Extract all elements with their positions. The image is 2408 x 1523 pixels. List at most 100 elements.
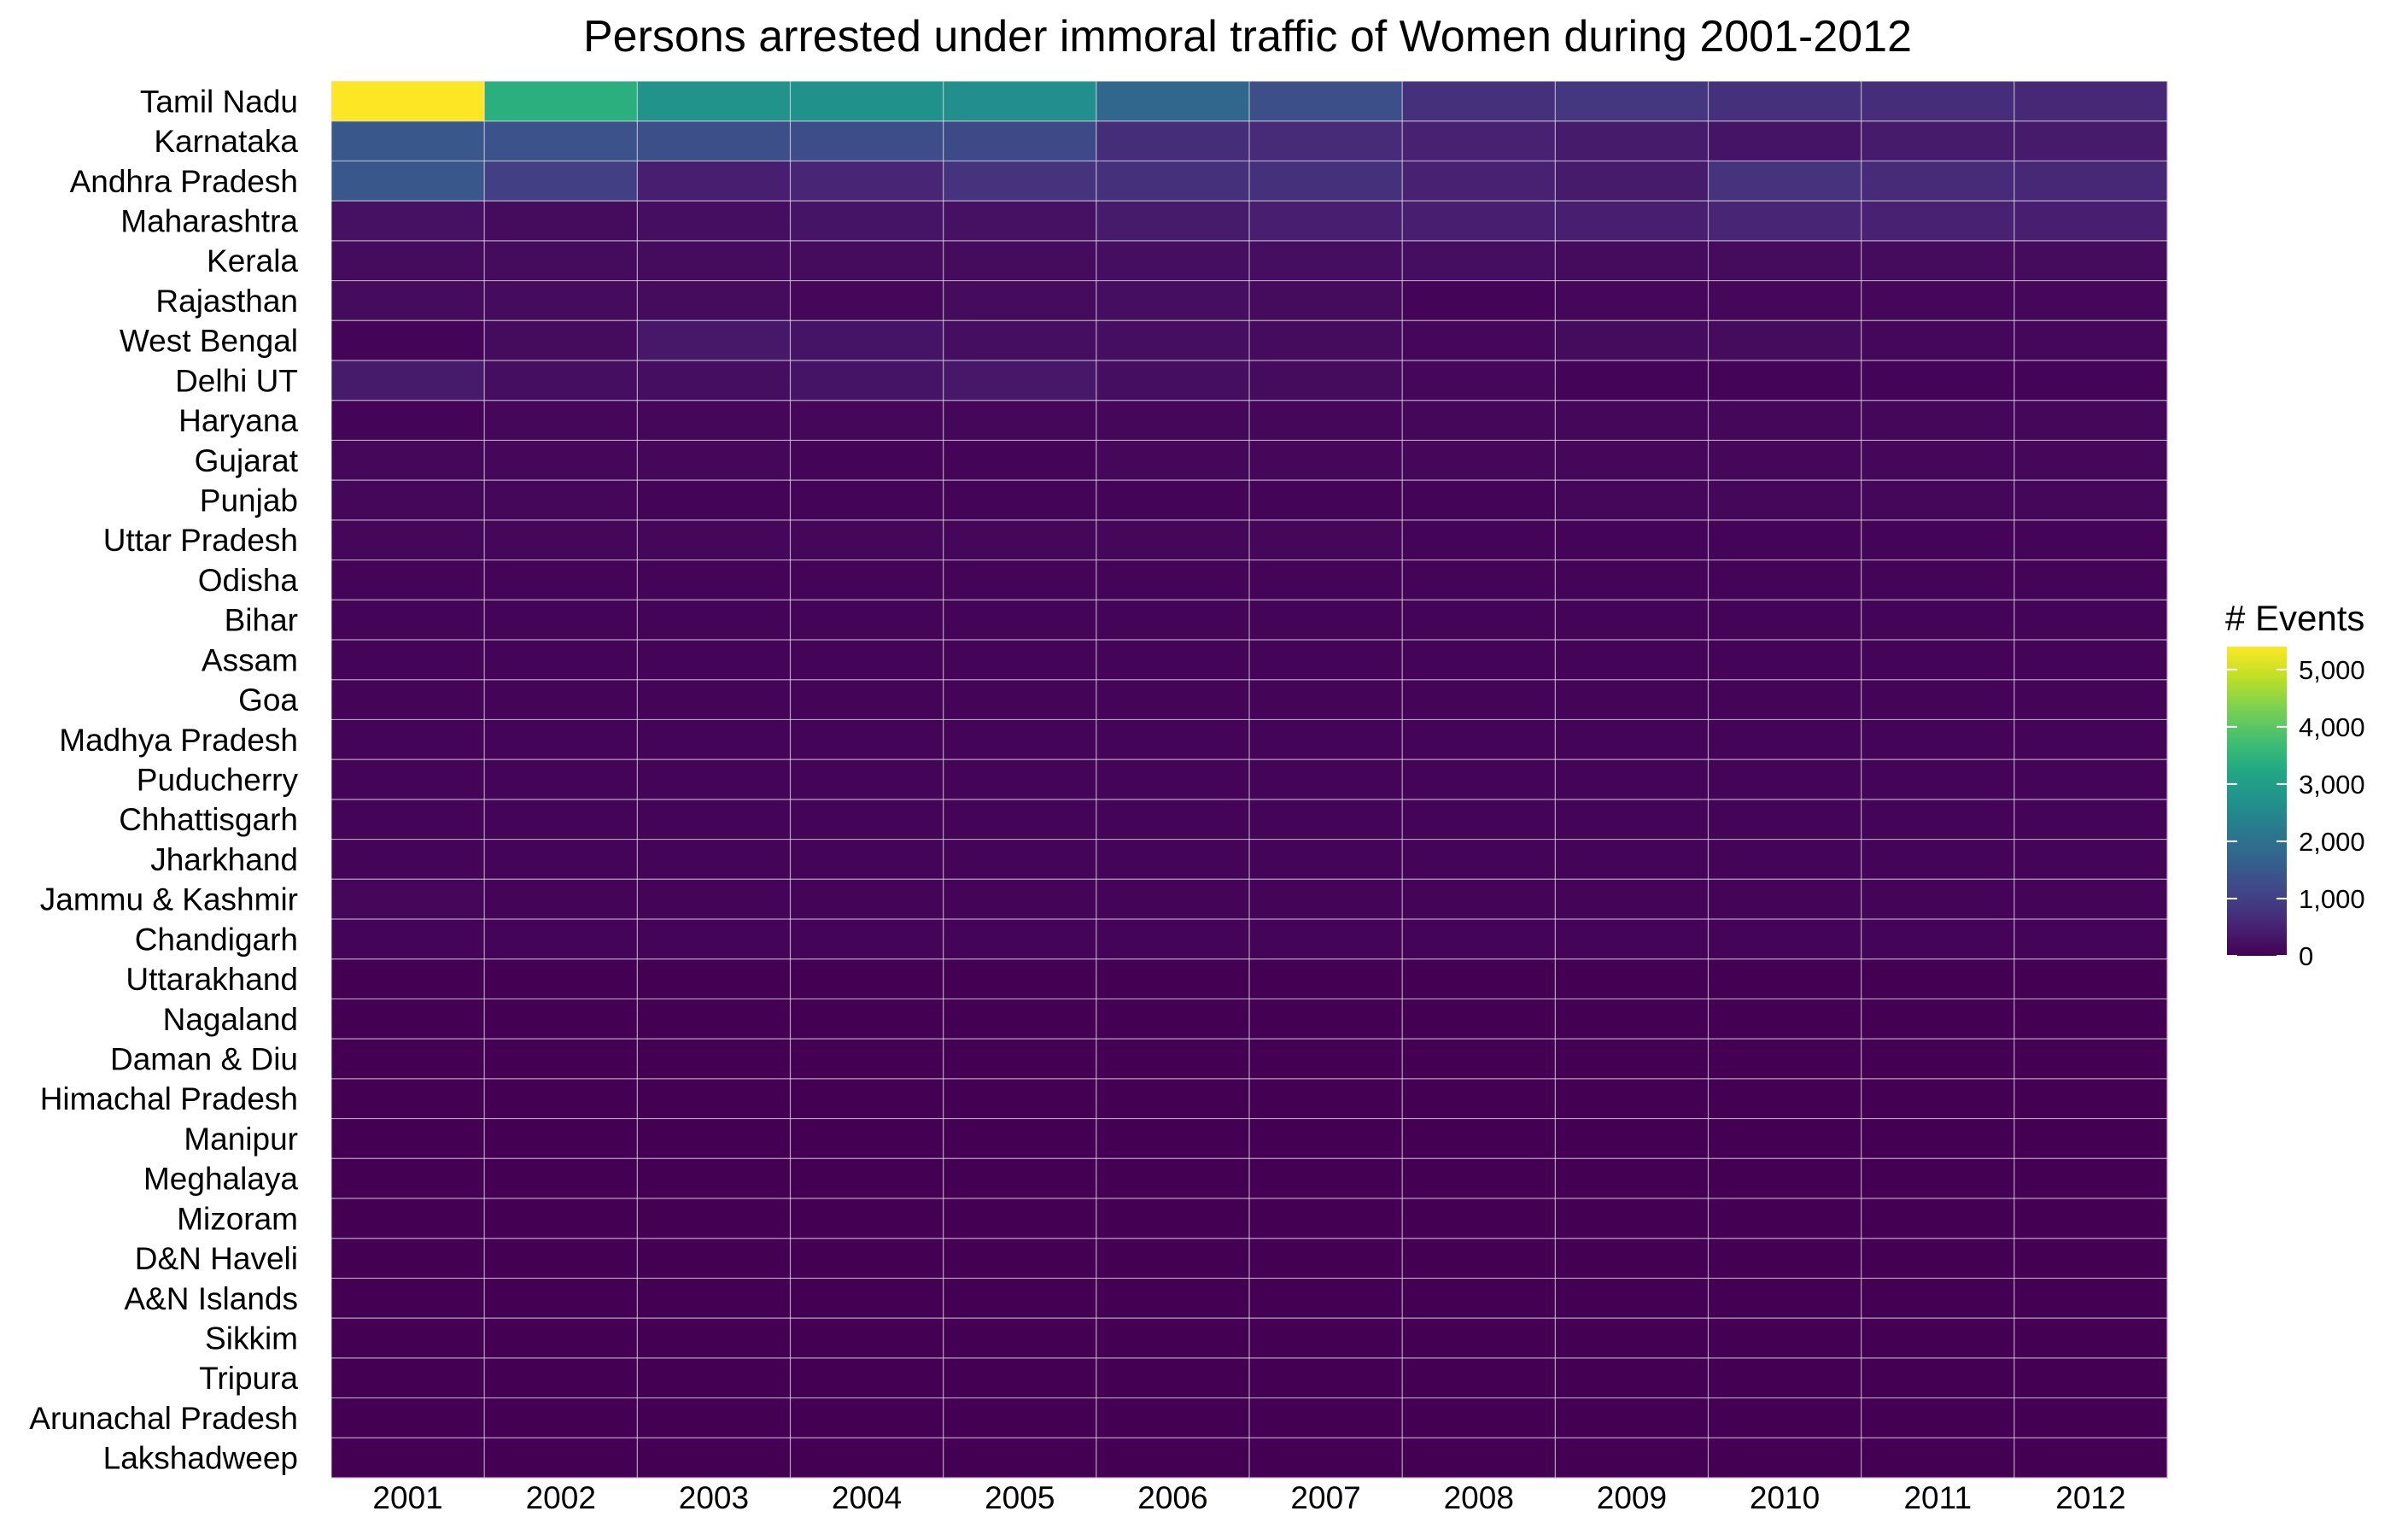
heatmap-cell	[1861, 1357, 2015, 1399]
heatmap-cell	[943, 519, 1097, 561]
heatmap-cell	[1249, 280, 1403, 321]
heatmap-cell	[637, 480, 791, 521]
heatmap-cell	[637, 958, 791, 999]
heatmap-cell	[790, 879, 944, 920]
heatmap-cell	[2013, 480, 2168, 521]
heatmap-cell	[1708, 879, 1862, 920]
heatmap-cell	[790, 759, 944, 800]
heatmap-cell	[1096, 999, 1250, 1040]
heatmap-cell	[484, 161, 638, 202]
heatmap-cell	[1096, 759, 1250, 800]
heatmap-cell	[1708, 839, 1862, 880]
heatmap-cell	[943, 280, 1097, 321]
heatmap-cell	[790, 839, 944, 880]
heatmap-cell	[790, 161, 944, 202]
heatmap-cell	[790, 999, 944, 1040]
y-tick-label: Uttar Pradesh	[103, 523, 298, 558]
heatmap-cell	[2013, 799, 2168, 841]
heatmap-cell	[331, 320, 485, 361]
heatmap-cell	[790, 1438, 944, 1479]
heatmap-cell	[484, 1238, 638, 1279]
heatmap-cell	[1861, 919, 2015, 960]
heatmap-cell	[943, 799, 1097, 841]
x-tick-label: 2003	[679, 1480, 749, 1515]
heatmap-cell	[484, 1318, 638, 1359]
heatmap-cell	[331, 1318, 485, 1359]
heatmap-cell	[637, 600, 791, 641]
heatmap-cell	[1096, 879, 1250, 920]
heatmap-cell	[1249, 958, 1403, 999]
heatmap-cell	[484, 839, 638, 880]
y-tick-label: Andhra Pradesh	[70, 164, 298, 199]
heatmap-cell	[790, 360, 944, 401]
heatmap-cell	[1555, 799, 1709, 841]
y-tick-label: Jammu & Kashmir	[40, 882, 298, 917]
heatmap-cell	[331, 201, 485, 242]
x-tick-label: 2002	[526, 1480, 596, 1515]
heatmap-cell	[790, 1238, 944, 1279]
heatmap-cell	[1555, 559, 1709, 600]
heatmap-cell	[637, 1357, 791, 1399]
heatmap-cell	[331, 120, 485, 161]
heatmap-cell	[790, 81, 944, 122]
heatmap-cell	[1249, 640, 1403, 681]
heatmap-cell	[484, 480, 638, 521]
heatmap-cell	[331, 1438, 485, 1479]
heatmap-cell	[1096, 839, 1250, 880]
heatmap-cell	[943, 360, 1097, 401]
x-tick-label: 2005	[985, 1480, 1055, 1515]
heatmap-cell	[484, 1357, 638, 1399]
heatmap-cell	[637, 879, 791, 920]
heatmap-cell	[2013, 519, 2168, 561]
heatmap-cell	[790, 320, 944, 361]
heatmap-cell	[484, 600, 638, 641]
heatmap-cell	[790, 559, 944, 600]
heatmap-cell	[1402, 240, 1556, 282]
heatmap-cell	[2013, 161, 2168, 202]
heatmap-cell	[943, 1357, 1097, 1399]
heatmap-cell	[1402, 161, 1556, 202]
x-tick-label: 2011	[1903, 1480, 1972, 1515]
heatmap-cell	[943, 679, 1097, 720]
heatmap-cell	[637, 320, 791, 361]
heatmap-cell	[1861, 360, 2015, 401]
heatmap-cell	[1096, 519, 1250, 561]
y-tick-label: Himachal Pradesh	[40, 1081, 298, 1116]
heatmap-cell	[790, 640, 944, 681]
heatmap-cell	[1096, 480, 1250, 521]
y-tick-label: Tamil Nadu	[140, 84, 298, 119]
x-tick-label: 2006	[1137, 1480, 1207, 1515]
heatmap-cell	[1708, 400, 1862, 441]
heatmap-cell	[943, 1238, 1097, 1279]
heatmap-cell	[1555, 201, 1709, 242]
heatmap-cell	[1555, 519, 1709, 561]
heatmap-cell	[1708, 919, 1862, 960]
heatmap-cell	[331, 161, 485, 202]
heatmap-cell	[637, 1198, 791, 1239]
heatmap-cell	[331, 679, 485, 720]
heatmap-cell	[484, 759, 638, 800]
x-tick-label: 2010	[1750, 1480, 1820, 1515]
heatmap-cell	[1861, 1238, 2015, 1279]
heatmap-cell	[943, 1278, 1097, 1319]
heatmap-cell	[1249, 919, 1403, 960]
heatmap-cell	[1861, 240, 2015, 282]
x-tick-label: 2001	[372, 1480, 442, 1515]
heatmap-cell	[1096, 1238, 1250, 1279]
heatmap-cell	[2013, 1357, 2168, 1399]
heatmap-cell	[2013, 640, 2168, 681]
heatmap-cell	[1096, 1078, 1250, 1120]
heatmap-cell	[1555, 1438, 1709, 1479]
heatmap-cell	[1861, 759, 2015, 800]
heatmap-cell	[637, 1078, 791, 1120]
heatmap-cell	[1096, 1318, 1250, 1359]
heatmap-cell	[1555, 1078, 1709, 1120]
y-tick-label: Daman & Diu	[110, 1042, 298, 1077]
heatmap-cell	[1402, 280, 1556, 321]
heatmap-cell	[943, 559, 1097, 600]
heatmap-cell	[484, 519, 638, 561]
heatmap-cell	[1555, 999, 1709, 1040]
heatmap-cell	[484, 1039, 638, 1080]
x-tick-label: 2012	[2055, 1480, 2125, 1515]
x-tick-label: 2009	[1597, 1480, 1667, 1515]
